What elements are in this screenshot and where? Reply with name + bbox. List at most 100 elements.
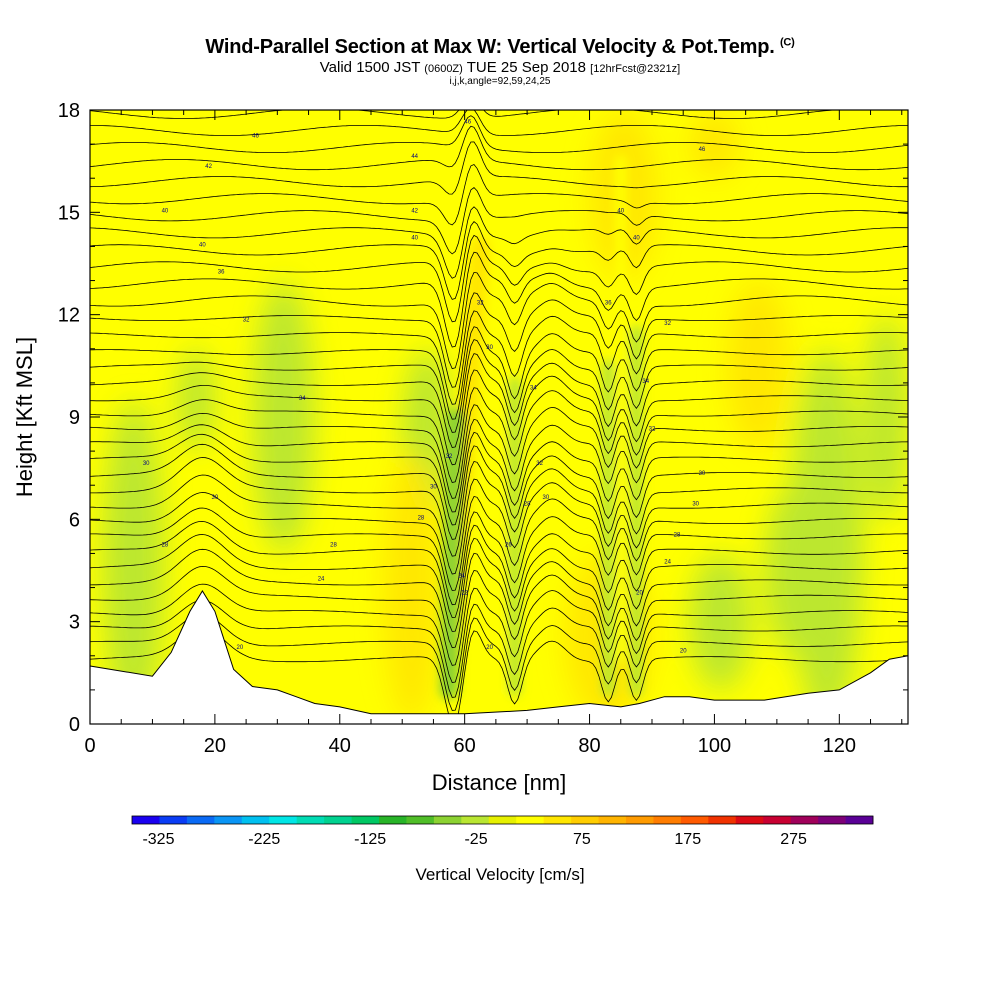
isentrope-label: 24: [458, 573, 465, 579]
isentrope: [90, 164, 908, 226]
x-axis-label: Distance [nm]: [432, 770, 567, 795]
chart-title-text: Wind-Parallel Section at Max W: Vertical…: [205, 36, 775, 58]
isentrope: [90, 457, 908, 557]
isentrope: [90, 548, 908, 649]
isentrope-label: 26: [505, 543, 512, 549]
colorbar-swatch: [790, 816, 819, 824]
isentrope-label: 28: [162, 543, 169, 549]
colorbar-swatch: [653, 816, 682, 824]
isentrope: [90, 492, 908, 591]
forecast-info: [12hrFcst@2321z]: [590, 63, 681, 75]
isentrope: [90, 251, 908, 348]
isentrope: [90, 431, 908, 526]
vertical-velocity-field: [90, 110, 908, 724]
potential-temperature-contours: 46 44 42 46 46 42 40 40 40 40 40 36 36 32 32 32 30 34 34 34…: [90, 51, 908, 724]
isentrope: [90, 81, 908, 101]
isentrope-label: 40: [633, 236, 640, 242]
isentrope: [90, 599, 908, 698]
isentrope-label: 34: [530, 386, 537, 392]
isentrope-label: 32: [243, 317, 250, 323]
colorbar-swatch: [296, 816, 325, 824]
isentrope: [90, 534, 908, 632]
isentrope-label: 30: [542, 495, 549, 501]
downdraft-core: [439, 407, 465, 700]
x-tick-label: 60: [454, 735, 476, 757]
isentrope-label: 24: [664, 560, 671, 566]
isentrope: [90, 141, 908, 195]
isentrope: [90, 51, 908, 67]
chart-indices: i,j,k,angle=92,59,24,25: [449, 76, 551, 87]
isentrope: [90, 221, 908, 300]
velocity-patch: [102, 399, 165, 724]
colorbar-swatch: [543, 816, 572, 824]
valid-date: TUE 25 Sep 2018: [466, 59, 586, 76]
isentrope-label: 20: [486, 645, 493, 651]
isentrope: [90, 353, 908, 448]
x-tick-label: 120: [823, 735, 856, 757]
isentrope: [90, 613, 908, 711]
isentrope-label: 42: [411, 208, 418, 214]
colorbar-swatch: [626, 816, 654, 824]
isentrope: [90, 110, 908, 119]
isentrope-label: 44: [411, 154, 418, 160]
isentrope: [90, 339, 908, 433]
isentrope-label: 40: [411, 236, 418, 242]
isentrope-label: 34: [642, 379, 649, 385]
x-tick-label: 0: [84, 735, 95, 757]
isentrope-label: 36: [218, 270, 225, 276]
isentrope-label: 24: [318, 577, 325, 583]
y-axis-label: Height [Kft MSL]: [12, 337, 37, 497]
isentrope-label: 30: [143, 461, 150, 467]
isentrope-label: 34: [299, 396, 306, 402]
isentrope-label: 28: [524, 502, 531, 508]
velocity-patch: [726, 280, 790, 452]
isentrope: [90, 125, 908, 171]
chart-title-mark: (C): [779, 36, 795, 49]
velocity-patch: [383, 451, 440, 724]
isentrope-label: 40: [617, 208, 624, 214]
colorbar-swatch: [132, 816, 160, 824]
isentrope-label: 32: [664, 321, 671, 327]
colorbar-tick-label: -125: [354, 831, 386, 848]
colorbar-swatch: [680, 816, 709, 824]
isentrope-label: 32: [649, 427, 656, 433]
colorbar-swatch: [818, 816, 846, 824]
isentrope: [90, 65, 908, 85]
colorbar-swatch: [241, 816, 270, 824]
y-tick-label: 3: [69, 612, 80, 634]
isentrope: [90, 404, 908, 499]
isentrope-label: 22: [461, 590, 468, 596]
colorbar-label: Vertical Velocity [cm/s]: [415, 865, 584, 884]
isentrope-label: 30: [699, 471, 706, 477]
isentrope: [90, 369, 908, 466]
colorbar-swatch: [269, 816, 298, 824]
isentrope: [90, 387, 908, 483]
isentrope: [90, 292, 908, 388]
isentrope: [90, 271, 908, 370]
colorbar-swatch: [461, 816, 490, 824]
isentrope-label: 42: [205, 164, 212, 170]
colorbar-swatch: [324, 816, 352, 824]
valid-utc: (0600Z): [424, 63, 463, 75]
isentrope-label: 20: [636, 590, 643, 596]
colorbar-swatch: [845, 816, 874, 824]
isentrope: [90, 326, 908, 420]
isentrope-label: 28: [330, 543, 337, 549]
isentrope: [90, 474, 908, 575]
isentrope: [90, 186, 908, 255]
isentrope: [90, 234, 908, 323]
colorbar-swatch: [598, 816, 627, 824]
colorbar-tick-label: 75: [573, 831, 591, 848]
isentrope-label: 46: [464, 120, 471, 126]
isentrope-label: 30: [430, 485, 437, 491]
colorbar-swatch: [433, 816, 462, 824]
terrain: [89, 590, 909, 725]
velocity-patch: [864, 314, 908, 520]
isentrope-label: 20: [680, 648, 687, 654]
isentrope-label: 32: [446, 454, 453, 460]
colorbar-swatch: [406, 816, 435, 824]
colorbar-swatch: [763, 816, 792, 824]
colorbar-swatch: [186, 816, 215, 824]
isentrope: [90, 206, 908, 279]
